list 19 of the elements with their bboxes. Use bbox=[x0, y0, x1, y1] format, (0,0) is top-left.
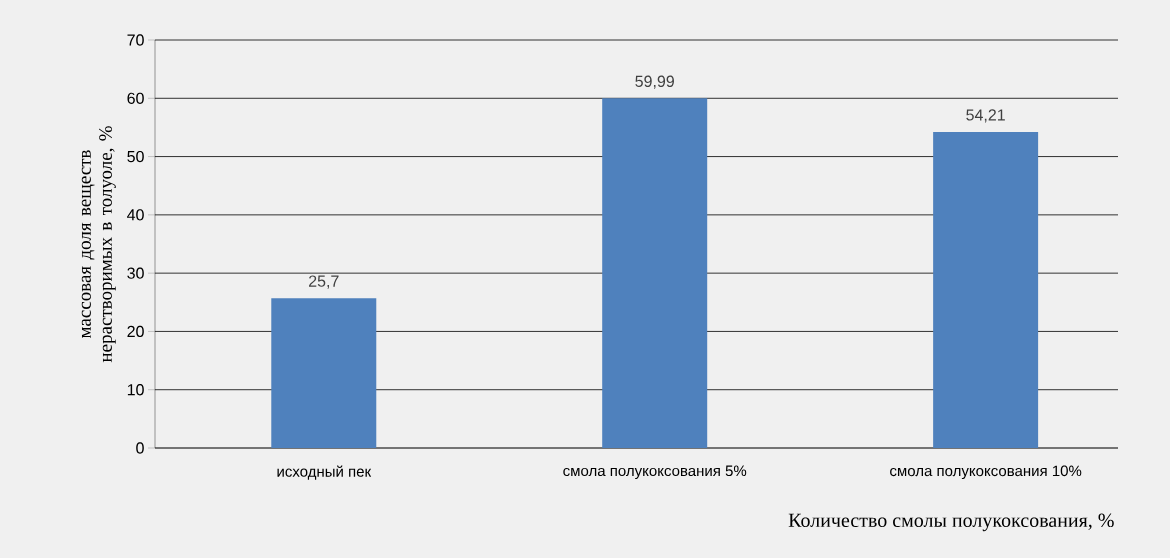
data-label: 54,21 bbox=[966, 109, 1005, 123]
y-axis-title: массовая доля веществ нерастворимых в толуоле, % bbox=[81, 126, 116, 363]
bar bbox=[602, 98, 708, 448]
y-tick-label: 40 bbox=[127, 209, 144, 221]
y-tick-label: 60 bbox=[127, 92, 144, 104]
x-tick-label: смола полукоксования 10% bbox=[890, 465, 1082, 480]
bar bbox=[933, 132, 1039, 448]
y-tick-label: 70 bbox=[127, 34, 144, 46]
y-tick-label: 0 bbox=[136, 442, 144, 454]
x-tick-label: смола полукоксования 5% bbox=[563, 465, 747, 480]
bar bbox=[271, 298, 377, 448]
data-label: 59,99 bbox=[635, 75, 674, 89]
y-tick-label: 20 bbox=[127, 325, 144, 338]
y-tick-label: 10 bbox=[127, 384, 144, 396]
data-label: 25,7 bbox=[309, 275, 339, 289]
y-tick-label: 50 bbox=[127, 150, 144, 163]
x-tick-label: исходный пек bbox=[277, 465, 372, 480]
y-tick-label: 30 bbox=[127, 267, 144, 279]
x-axis-title: Количество смолы полукоксования, % bbox=[788, 513, 1114, 532]
